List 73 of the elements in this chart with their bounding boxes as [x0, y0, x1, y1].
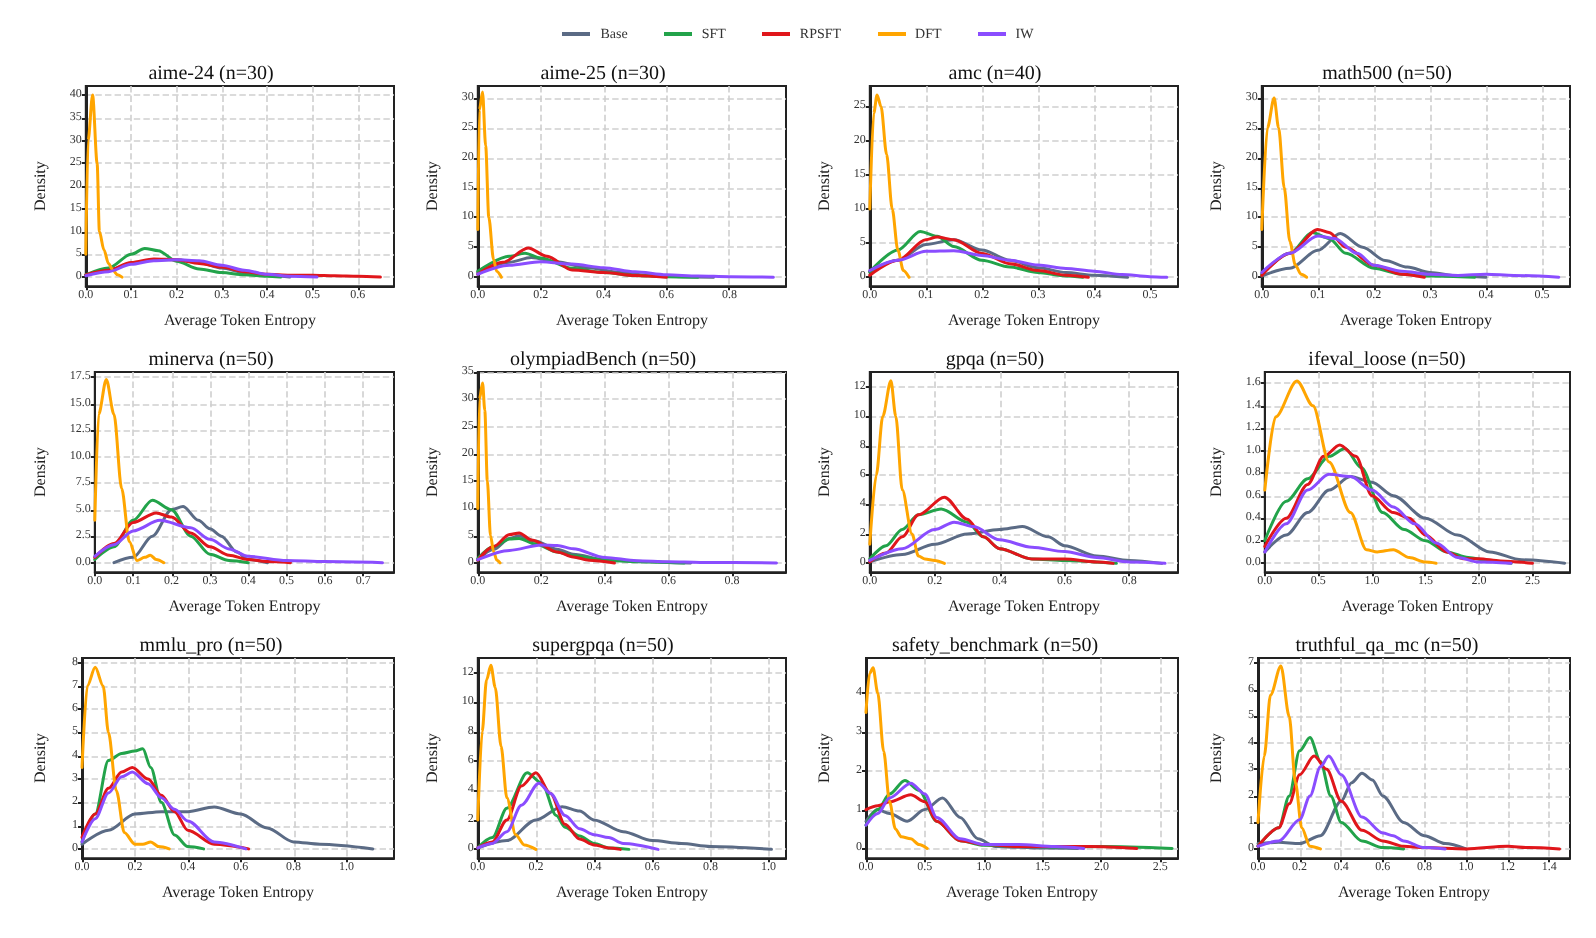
line-series — [864, 781, 1086, 850]
y-axis-title: Density — [1207, 447, 1225, 497]
y-axis-title: Density — [1207, 733, 1225, 783]
line-series — [868, 249, 1169, 279]
y-axis-title: Density — [1207, 161, 1225, 211]
line-series — [476, 381, 502, 565]
chart-title: aime-25 (n=30) — [540, 63, 666, 85]
line-series — [1263, 475, 1567, 565]
x-axis-title: Average Token Entropy — [161, 883, 315, 901]
line-series — [476, 90, 503, 279]
line-series — [1256, 754, 1562, 851]
line-series — [1256, 754, 1447, 851]
line-series — [1256, 664, 1322, 851]
chart-title: gpqa (n=50) — [945, 349, 1045, 371]
x-axis-title: Average Token Entropy — [1339, 311, 1492, 329]
x-axis-title: Average Token Entropy — [1341, 597, 1494, 615]
line-series — [1260, 227, 1426, 279]
y-axis-title: Density — [815, 161, 833, 211]
y-axis-title: Density — [31, 447, 49, 497]
line-series — [93, 377, 166, 565]
line-series — [864, 796, 1080, 850]
line-series — [93, 498, 250, 565]
line-series — [476, 531, 616, 565]
y-axis-title: Density — [815, 733, 833, 783]
y-axis-title: Density — [423, 161, 441, 211]
x-axis-title: Average Token Entropy — [1337, 883, 1491, 901]
line-series — [1260, 234, 1561, 279]
x-axis-title: Average Token Entropy — [168, 597, 321, 615]
chart-title: minerva (n=50) — [148, 349, 274, 371]
line-series — [84, 257, 382, 279]
x-axis-title: Average Token Entropy — [947, 311, 1100, 329]
line-series — [476, 805, 773, 851]
line-series — [476, 543, 778, 565]
line-series — [1260, 96, 1309, 279]
line-series — [1263, 472, 1513, 565]
line-series — [868, 495, 1115, 565]
x-axis-title: Average Token Entropy — [163, 311, 316, 329]
y-axis-title: Density — [815, 447, 833, 497]
line-series — [476, 781, 660, 851]
chart-title: olympiadBench (n=50) — [509, 349, 697, 371]
x-axis-title: Average Token Entropy — [945, 883, 1099, 901]
line-series — [84, 246, 283, 279]
x-axis-title: Average Token Entropy — [555, 311, 708, 329]
line-series — [868, 93, 911, 279]
chart-title: amc (n=40) — [948, 63, 1042, 85]
chart-title: supergpqa (n=50) — [532, 635, 674, 657]
y-axis-title: Density — [31, 161, 49, 211]
line-series — [864, 666, 929, 850]
line-series — [84, 93, 124, 279]
chart-title: mmlu_pro (n=50) — [139, 635, 283, 657]
x-axis-title: Average Token Entropy — [555, 883, 708, 901]
y-axis-title: Density — [423, 447, 441, 497]
line-series — [1263, 379, 1438, 565]
y-axis-title: Density — [423, 733, 441, 783]
y-axis-title: Density — [31, 733, 49, 783]
chart-title: safety_benchmark (n=50) — [891, 635, 1099, 657]
line-series — [868, 379, 946, 565]
line-series — [80, 805, 375, 851]
line-series — [80, 665, 171, 851]
x-axis-title: Average Token Entropy — [947, 597, 1100, 615]
line-series — [1256, 771, 1468, 851]
chart-title: ifeval_loose (n=50) — [1308, 349, 1466, 371]
line-series — [93, 511, 292, 565]
x-axis-title: Average Token Entropy — [555, 597, 708, 615]
chart-title: aime-24 (n=30) — [148, 63, 274, 85]
chart-title: truthful_qa_mc (n=50) — [1295, 635, 1479, 657]
line-series — [93, 518, 384, 565]
chart-title: math500 (n=50) — [1322, 63, 1452, 85]
line-series — [476, 663, 538, 851]
line-series — [112, 505, 269, 565]
line-series — [864, 793, 1139, 850]
line-series — [476, 260, 775, 279]
line-series — [476, 246, 668, 279]
